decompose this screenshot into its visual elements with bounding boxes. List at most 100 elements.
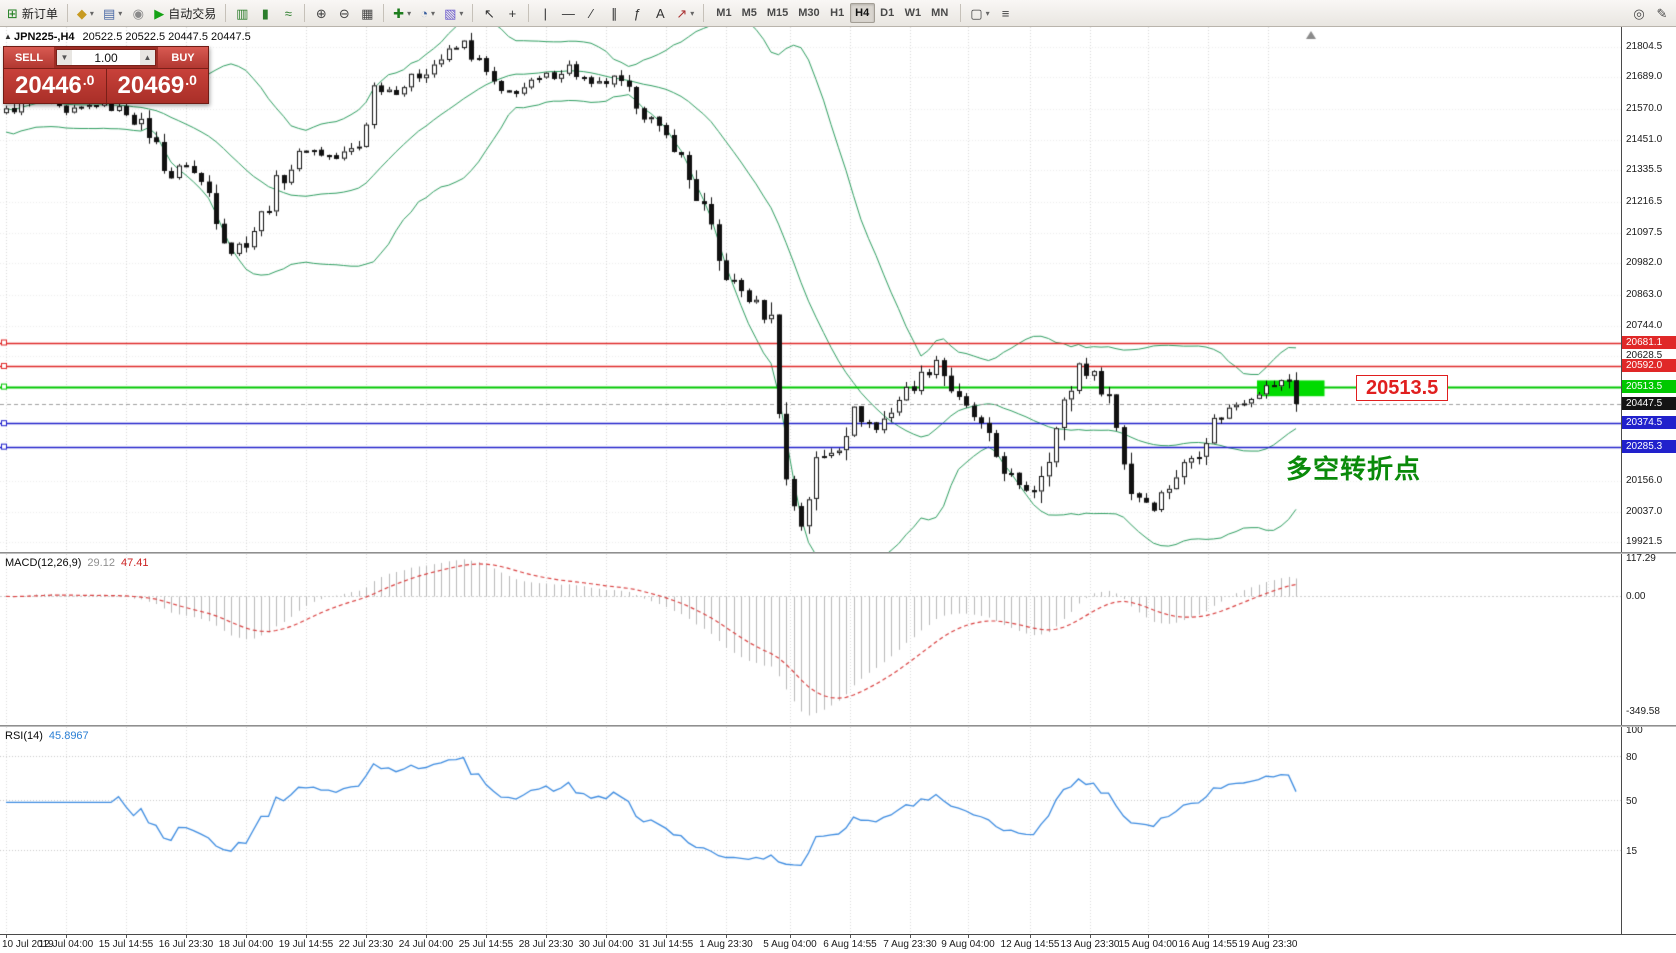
panel-divider-macd[interactable] [0, 552, 1676, 554]
channel-button[interactable]: ∥ [603, 2, 625, 24]
rsi-axis-label: 100 [1626, 725, 1643, 736]
time-tick: 12 Jul 04:00 [38, 939, 94, 950]
timeframe-m1-button[interactable]: M1 [716, 7, 732, 19]
new-chart-icon: ◆ [76, 5, 87, 21]
rsi-label: RSI(14) 45.8967 [5, 730, 95, 742]
time-tick: 28 Jul 23:30 [518, 939, 574, 950]
time-tick-mark [1090, 935, 1091, 938]
new-chart-button[interactable]: ◆ ▾ [73, 2, 98, 24]
time-tick: 19 Aug 23:30 [1238, 939, 1298, 950]
timeframe-d1-button[interactable]: D1 [880, 7, 895, 19]
bar-chart-button[interactable]: ▥ [231, 2, 253, 24]
profiles-icon: ▤ [102, 5, 116, 21]
time-axis[interactable]: 10 Jul 2019 12 Jul 04:00 15 Jul 14:55 16 Ju… [0, 934, 1676, 953]
tile-windows-button[interactable]: ▦ [356, 2, 378, 24]
volume-value[interactable]: 1.00 [94, 50, 118, 65]
time-tick: 6 Aug 14:55 [823, 939, 877, 950]
rsi-axis-label: 80 [1626, 752, 1638, 763]
sell-price[interactable]: 20446 .0 [4, 69, 107, 103]
timeframe-m15-button[interactable]: M15 [766, 7, 789, 19]
list-icon: ≡ [1001, 5, 1010, 21]
timeframe-m30-button[interactable]: M30 [798, 7, 820, 19]
fibonacci-button[interactable]: ƒ [626, 2, 648, 24]
macd-name: MACD(12,26,9) [5, 557, 82, 569]
volume-down-icon[interactable]: ▼ [57, 50, 72, 65]
time-tick-mark [850, 935, 851, 938]
profiles-button[interactable]: ▤ ▾ [99, 2, 126, 24]
crosshair-button[interactable]: + [501, 2, 523, 24]
time-tick: 10 Jul 2019 [2, 939, 54, 950]
periods-button[interactable]: ◔ ▾ [416, 2, 439, 24]
macd-axis-label: 0.00 [1626, 591, 1646, 603]
new-order-button-label: 新订单 [21, 6, 58, 21]
time-tick: 12 Aug 14:55 [1000, 939, 1060, 950]
new-window-button[interactable]: ▢ ▾ [966, 2, 993, 24]
macd-axis-label: -349.58 [1626, 705, 1660, 717]
trade-panel-toggle-icon[interactable]: ▲ [4, 32, 12, 41]
toolbar: ⊞ 新订单 ◆ ▾ ▤ ▾ ◉ ▶ 自动交易 ▥ ▮ ≈ ⊕ ⊖ ▦ ✚ ▾ ◔ ▾ ▧ ▾ ↖ + | — ∕ ∥ ƒ A ↗ ▾ M1 M5… [0, 0, 1676, 27]
horizontal-line-button[interactable]: — [557, 2, 579, 24]
volume-up-icon[interactable]: ▲ [140, 50, 155, 65]
trendline-button[interactable]: ∕ [580, 2, 602, 24]
time-tick-mark [366, 935, 367, 938]
arrows-button[interactable]: ↗ ▾ [672, 2, 698, 24]
timeframe-group: M1 M5 M15 M30 H1 H4 D1 W1 MN [711, 3, 953, 23]
time-tick: 19 Jul 14:55 [278, 939, 334, 950]
dropdown-arrow-icon: ▾ [407, 8, 412, 18]
time-tick: 30 Jul 04:00 [578, 939, 634, 950]
cursor-icon: ↖ [483, 5, 495, 21]
timeframe-h4-button[interactable]: H4 [849, 3, 875, 23]
search-button[interactable]: ◎ [1628, 2, 1650, 24]
macd-signal-value: 47.41 [120, 557, 149, 569]
panel-divider-rsi[interactable] [0, 725, 1676, 727]
timeframe-m5-button[interactable]: M5 [741, 7, 757, 19]
timeframe-w1-button[interactable]: W1 [904, 7, 922, 19]
zoom-out-button[interactable]: ⊖ [333, 2, 355, 24]
template-icon: ▧ [444, 5, 457, 21]
bar-chart-icon: ▥ [236, 5, 249, 21]
edit-button[interactable]: ✎ [1651, 2, 1673, 24]
turn-price-label[interactable]: 20513.5 [1356, 375, 1449, 401]
buy-button[interactable]: BUY [158, 47, 208, 68]
time-tick: 1 Aug 23:30 [699, 939, 753, 950]
time-tick-mark [606, 935, 607, 938]
time-tick: 9 Aug 04:00 [941, 939, 995, 950]
timeframe-h1-button[interactable]: H1 [830, 7, 845, 19]
zoom-in-button[interactable]: ⊕ [310, 2, 332, 24]
sell-price-frac: .0 [82, 72, 95, 88]
templates-button[interactable]: ▧ ▾ [440, 2, 467, 24]
price-tick: 20744.0 [1626, 319, 1663, 331]
horizontal-line-icon: — [561, 5, 575, 21]
price-line-badge: 20681.1 [1622, 335, 1676, 349]
rsi-value: 45.8967 [48, 730, 89, 742]
price-tick: 19921.5 [1626, 536, 1663, 548]
buy-price-main: 20469 [117, 72, 185, 99]
timeframe-mn-button[interactable]: MN [931, 7, 949, 19]
objects-list-button[interactable]: ≡ [995, 2, 1017, 24]
search-icon: ◎ [1633, 5, 1645, 21]
price-tick: 20982.0 [1626, 257, 1663, 269]
time-tick: 5 Aug 04:00 [763, 939, 817, 950]
candlestick-button[interactable]: ▮ [254, 2, 276, 24]
alerts-button[interactable]: ◉ [127, 2, 149, 24]
vertical-line-button[interactable]: | [534, 2, 556, 24]
price-axis[interactable]: 21804.5 21689.0 21570.0 21451.0 21335.5 21216… [1621, 27, 1676, 934]
turn-note-label[interactable]: 多空转折点 [1286, 454, 1422, 484]
time-tick-mark [186, 935, 187, 938]
cursor-button[interactable]: ↖ [478, 2, 500, 24]
time-tick: 31 Jul 14:55 [638, 939, 694, 950]
indicators-button[interactable]: ✚ ▾ [389, 2, 415, 24]
new-order-button[interactable]: ⊞ 新订单 [3, 2, 62, 24]
toolbar-separator [472, 4, 474, 22]
time-tick-mark [666, 935, 667, 938]
autotrade-button[interactable]: ▶ 自动交易 [150, 2, 220, 24]
text-button[interactable]: A [649, 2, 671, 24]
buy-price[interactable]: 20469 .0 [106, 69, 208, 103]
time-tick: 22 Jul 23:30 [338, 939, 394, 950]
price-tick: 21689.0 [1626, 71, 1663, 83]
sell-button[interactable]: SELL [4, 47, 54, 68]
channel-icon: ∥ [611, 5, 618, 21]
line-chart-button[interactable]: ≈ [277, 2, 299, 24]
